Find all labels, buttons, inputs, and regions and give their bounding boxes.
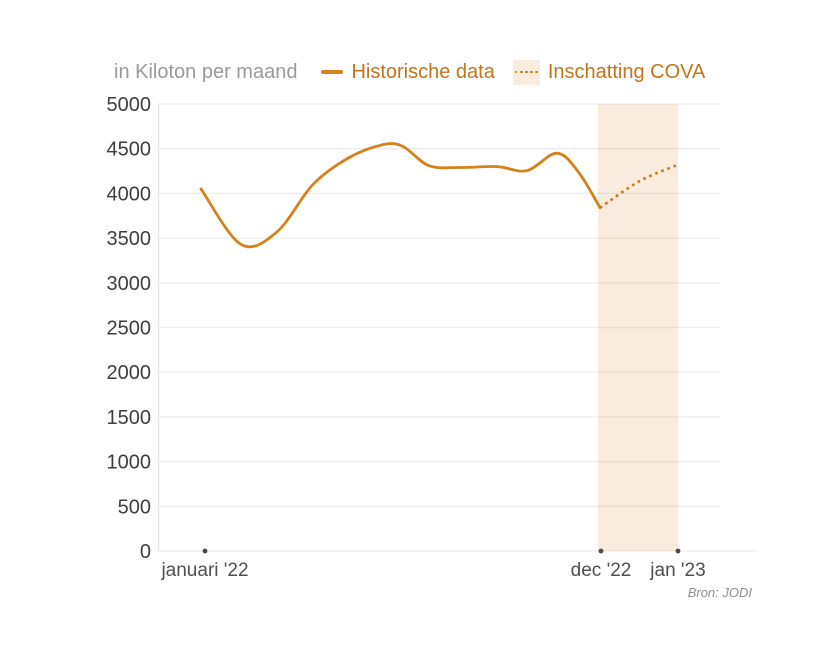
- source-credit: Bron: JODI: [687, 585, 752, 600]
- dotted-line-swatch-icon: [512, 59, 540, 85]
- x-axis-tick-dot: [675, 548, 681, 554]
- series-line-forecast: [599, 163, 679, 209]
- x-axis-tick-dot: [202, 548, 208, 554]
- y-axis-tick-label: 2000: [107, 362, 152, 384]
- chart-header: in Kiloton per maand Historische data In…: [114, 58, 705, 86]
- y-axis-tick-label: 3500: [107, 228, 152, 250]
- legend: Historische data Inschatting COVA: [321, 59, 706, 85]
- legend-item-historical: Historische data: [321, 60, 495, 84]
- x-axis-tick-label: dec '22: [571, 560, 632, 581]
- y-axis-tick-label: 1000: [107, 452, 152, 474]
- series-line-historical: [199, 142, 602, 249]
- y-axis-tick-label: 500: [118, 496, 151, 518]
- forecast-band-region: [598, 104, 678, 551]
- y-axis-tick-label: 4000: [107, 183, 152, 205]
- y-axis-tick-label: 2500: [107, 318, 152, 340]
- y-axis-tick-label: 5000: [107, 94, 152, 116]
- legend-label-historical: Historische data: [351, 60, 495, 83]
- chart-title: in Kiloton per maand: [114, 60, 298, 83]
- x-axis-tick-dot: [598, 548, 604, 554]
- solid-line-swatch-icon: [321, 70, 344, 74]
- y-axis-tick-label: 1500: [107, 407, 152, 429]
- x-axis-tick-label: januari '22: [160, 560, 248, 581]
- y-axis-tick-label: 4500: [107, 139, 152, 161]
- legend-label-forecast: Inschatting COVA: [547, 60, 706, 83]
- x-axis-tick-label: jan '23: [649, 560, 705, 581]
- y-axis-tick-label: 3000: [107, 273, 152, 295]
- legend-item-forecast: Inschatting COVA: [512, 59, 706, 85]
- y-axis-tick-label: 0: [140, 541, 151, 563]
